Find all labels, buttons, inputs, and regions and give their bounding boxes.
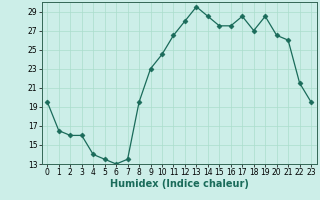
X-axis label: Humidex (Indice chaleur): Humidex (Indice chaleur) xyxy=(110,179,249,189)
